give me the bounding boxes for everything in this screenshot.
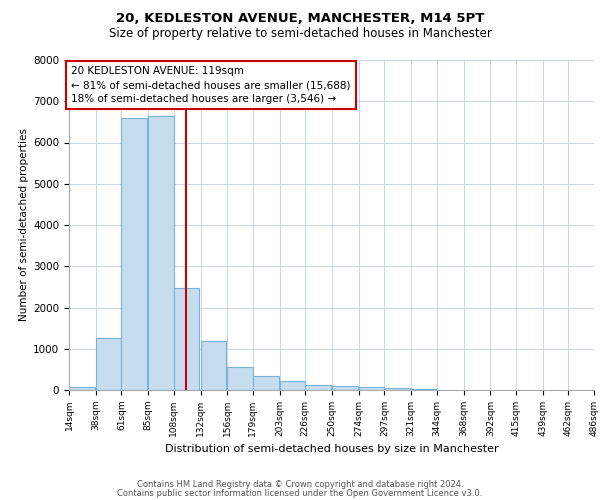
Bar [227,367,253,390]
Bar [385,388,410,390]
Text: Contains public sector information licensed under the Open Government Licence v3: Contains public sector information licen… [118,488,482,498]
Y-axis label: Number of semi-detached properties: Number of semi-detached properties [19,128,29,322]
Bar [69,386,95,390]
Text: Size of property relative to semi-detached houses in Manchester: Size of property relative to semi-detach… [109,28,491,40]
Bar [200,341,226,390]
Bar [305,384,331,390]
Text: 20, KEDLESTON AVENUE, MANCHESTER, M14 5PT: 20, KEDLESTON AVENUE, MANCHESTER, M14 5P… [116,12,484,26]
Bar [121,118,147,390]
Bar [359,386,385,390]
Bar [174,288,199,390]
Bar [280,382,305,390]
Bar [411,389,437,390]
Bar [332,386,358,390]
Bar [96,338,121,390]
Bar [148,116,174,390]
Text: 20 KEDLESTON AVENUE: 119sqm
← 81% of semi-detached houses are smaller (15,688)
1: 20 KEDLESTON AVENUE: 119sqm ← 81% of sem… [71,66,351,104]
X-axis label: Distribution of semi-detached houses by size in Manchester: Distribution of semi-detached houses by … [164,444,499,454]
Text: Contains HM Land Registry data © Crown copyright and database right 2024.: Contains HM Land Registry data © Crown c… [137,480,463,489]
Bar [253,376,278,390]
